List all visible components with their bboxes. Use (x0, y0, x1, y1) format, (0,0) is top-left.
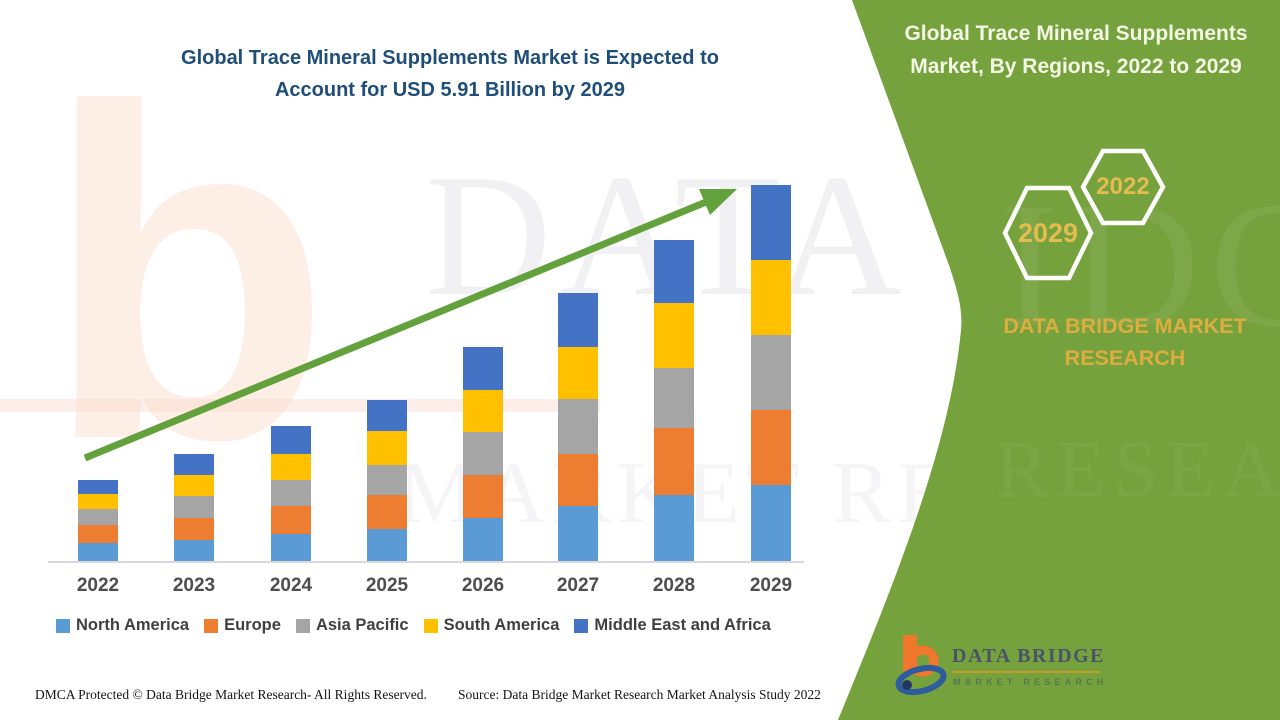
legend-swatch-icon (295, 618, 310, 633)
bar-segment (78, 509, 118, 526)
bar-segment (174, 453, 214, 476)
brand-text-line2: RESEARCH (1064, 346, 1186, 371)
bar-segment (78, 525, 118, 544)
bar-segment (367, 494, 407, 530)
x-axis-label: 2024 (269, 575, 313, 596)
bar-segment (463, 431, 503, 476)
bar-segment (174, 540, 214, 561)
bar-segment (463, 346, 503, 390)
legend-label: South America (443, 616, 560, 634)
logo-wordmark: DATA BRIDGE (952, 645, 1106, 667)
logo-subtext: MARKET RESEARCH (953, 677, 1108, 687)
chart-title-line1: Global Trace Mineral Supplements Market … (181, 47, 719, 69)
bar-segment (271, 533, 311, 561)
x-axis-label: 2023 (172, 575, 216, 596)
bar-segment (78, 494, 118, 510)
bar-segment (463, 475, 503, 519)
databridge-logo-icon (895, 635, 947, 696)
dmca-notice: DMCA Protected © Data Bridge Market Rese… (35, 687, 427, 702)
legend-label: North America (76, 616, 190, 634)
bar-segment (463, 389, 503, 432)
panel-title: Global Trace Mineral Supplements Market,… (880, 18, 1272, 83)
legend-swatch-icon (423, 618, 438, 633)
bar-segment (271, 480, 311, 507)
bar-segment (751, 185, 791, 260)
bar-segment (174, 496, 214, 518)
legend-item: North America (56, 616, 189, 635)
bar-segment (78, 543, 118, 561)
chart-title: Global Trace Mineral Supplements Market … (55, 42, 845, 107)
x-axis-label: 2022 (76, 575, 120, 596)
bar-segment (558, 453, 598, 506)
source-note: Source: Data Bridge Market Research Mark… (458, 687, 821, 702)
bar-segment (463, 518, 503, 561)
bar-segment (751, 335, 791, 410)
panel-watermark-text-2: RESEARCH (995, 430, 1280, 510)
x-axis-line (48, 561, 804, 563)
year-hexagons (1002, 148, 1166, 281)
panel-title-line1: Global Trace Mineral Supplements (904, 22, 1248, 45)
x-axis-label: 2027 (556, 575, 600, 596)
legend-item: South America (423, 616, 560, 635)
chart-title-line2: Account for USD 5.91 Billion by 2029 (274, 79, 626, 102)
legend-label: Middle East and Africa (594, 616, 771, 634)
bar-segment (654, 239, 694, 303)
bar-segment (654, 368, 694, 429)
bar-segment (367, 400, 407, 431)
bar-segment (751, 259, 791, 336)
bar-segment (654, 302, 694, 369)
legend-label: Asia Pacific (315, 616, 409, 634)
bar-segment (367, 430, 407, 465)
legend-swatch-icon (56, 618, 70, 633)
watermark-band (0, 399, 600, 412)
bar-segment (174, 475, 214, 497)
legend-swatch-icon (204, 618, 219, 633)
bar-segment (367, 529, 407, 561)
bar-segment (654, 428, 694, 495)
brand-text: DATA BRIDGE MARKET RESEARCH (955, 310, 1280, 375)
x-axis-label: 2028 (652, 575, 696, 596)
x-axis-label: 2026 (461, 575, 505, 596)
panel-title-line2: Market, By Regions, 2022 to 2029 (910, 54, 1242, 78)
logo-underline (952, 671, 1100, 673)
brand-text-line1: DATA BRIDGE MARKET (1003, 314, 1247, 338)
bar-segment (558, 505, 598, 561)
legend-swatch-icon (574, 618, 589, 633)
bar-segment (271, 506, 311, 534)
bar-segment (558, 347, 598, 399)
bar-segment (751, 409, 791, 486)
hexagon-2029-label: 2029 (1017, 218, 1079, 248)
bar-segment (558, 293, 598, 348)
bar-segment (174, 517, 214, 540)
legend-item: Middle East and Africa (574, 616, 771, 635)
legend-item: Asia Pacific (295, 616, 409, 635)
hexagon-2022-label: 2022 (1096, 173, 1150, 200)
bar-segment (271, 426, 311, 454)
bar-segment (558, 398, 598, 454)
legend-item: Europe (204, 616, 281, 635)
bar-segment (367, 464, 407, 495)
x-axis-label: 2025 (365, 575, 409, 596)
bar-segment (751, 485, 791, 561)
chart-legend: North America Europe Asia Pacific South Ame… (56, 616, 771, 635)
legend-label: Europe (224, 616, 281, 634)
x-axis-label: 2029 (749, 575, 793, 596)
bar-segment (78, 480, 118, 495)
bar-segment (271, 453, 311, 481)
bar-segment (654, 494, 694, 561)
